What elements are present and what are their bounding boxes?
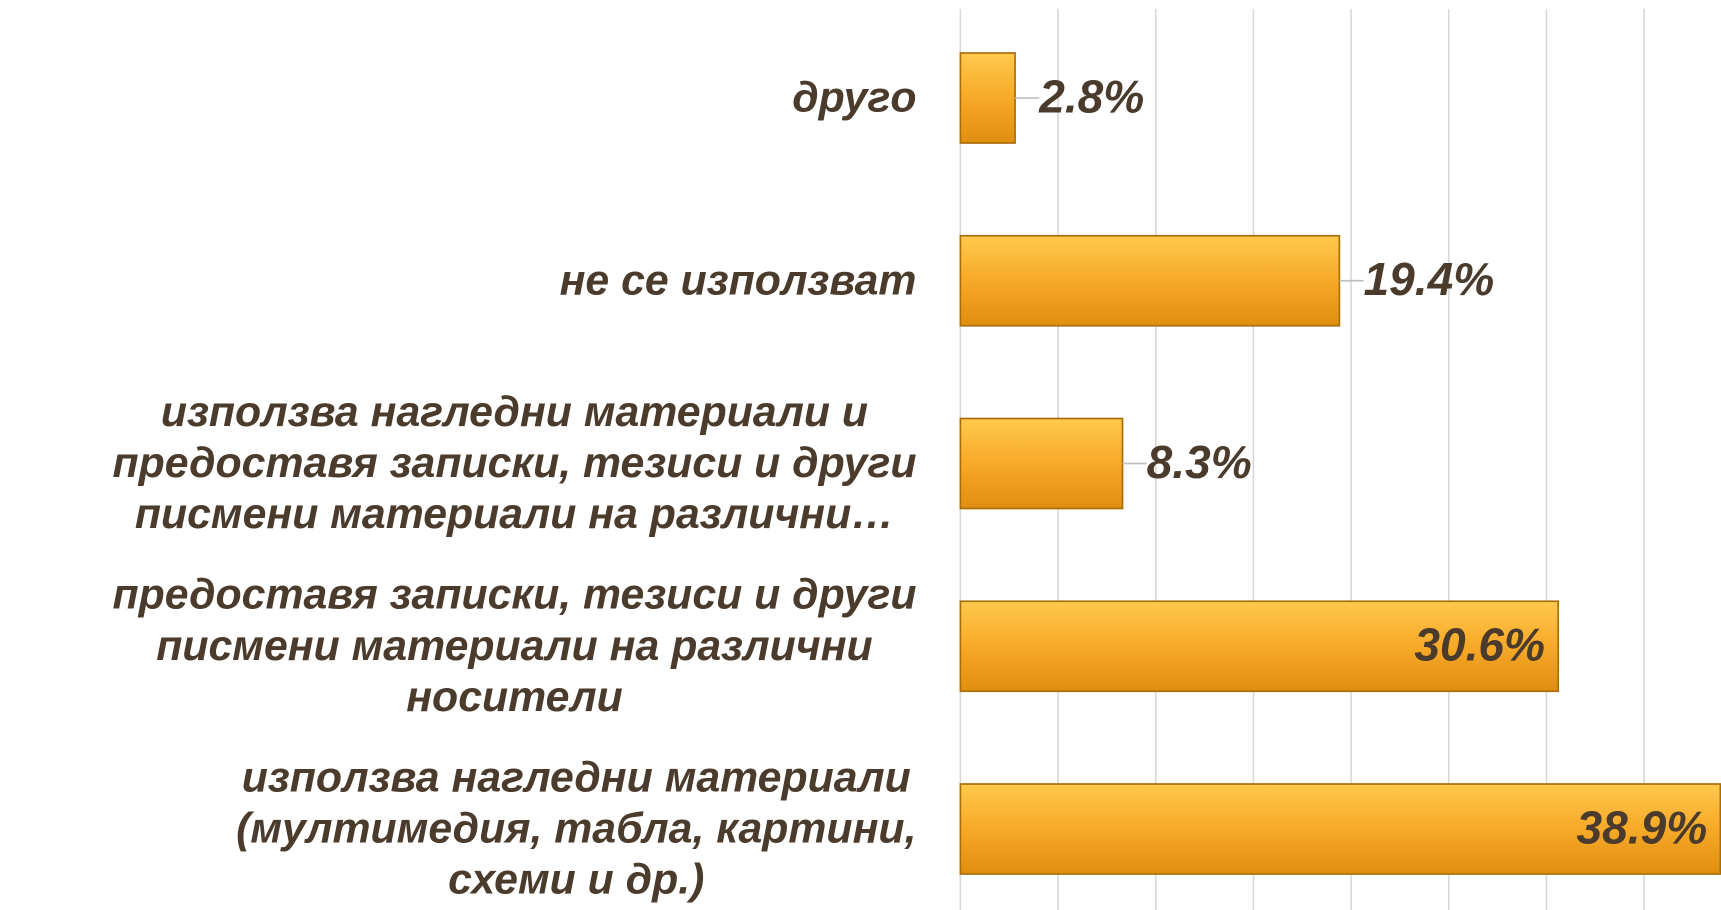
value-label: 38.9% [1577, 801, 1708, 853]
value-label: 8.3% [1147, 436, 1252, 488]
category-label: писмени материали на различни [156, 622, 872, 670]
category-label: (мултимедия, табла, картини, [236, 805, 916, 853]
bar [959, 600, 1560, 693]
category-label: предоставя записки, тезиси и други [112, 571, 916, 619]
bar [959, 52, 1016, 144]
category-label: предоставя записки, тезиси и други [112, 439, 916, 487]
value-label: 19.4% [1364, 253, 1495, 305]
category-label: носители [406, 673, 623, 721]
category-label: схеми и др.) [448, 856, 704, 904]
value-label: 2.8% [1038, 70, 1144, 122]
category-label: не се използват [560, 256, 917, 304]
value-label: 30.6% [1414, 619, 1545, 671]
bar [959, 234, 1341, 327]
category-label: използва нагледни материали [242, 753, 911, 801]
category-label: използва нагледни материали и [161, 388, 868, 436]
category-label: писмени материали на различни… [135, 490, 894, 538]
grid [959, 8, 1645, 910]
bar [959, 417, 1124, 510]
bar [959, 783, 1721, 875]
category-label: другo [792, 74, 916, 122]
